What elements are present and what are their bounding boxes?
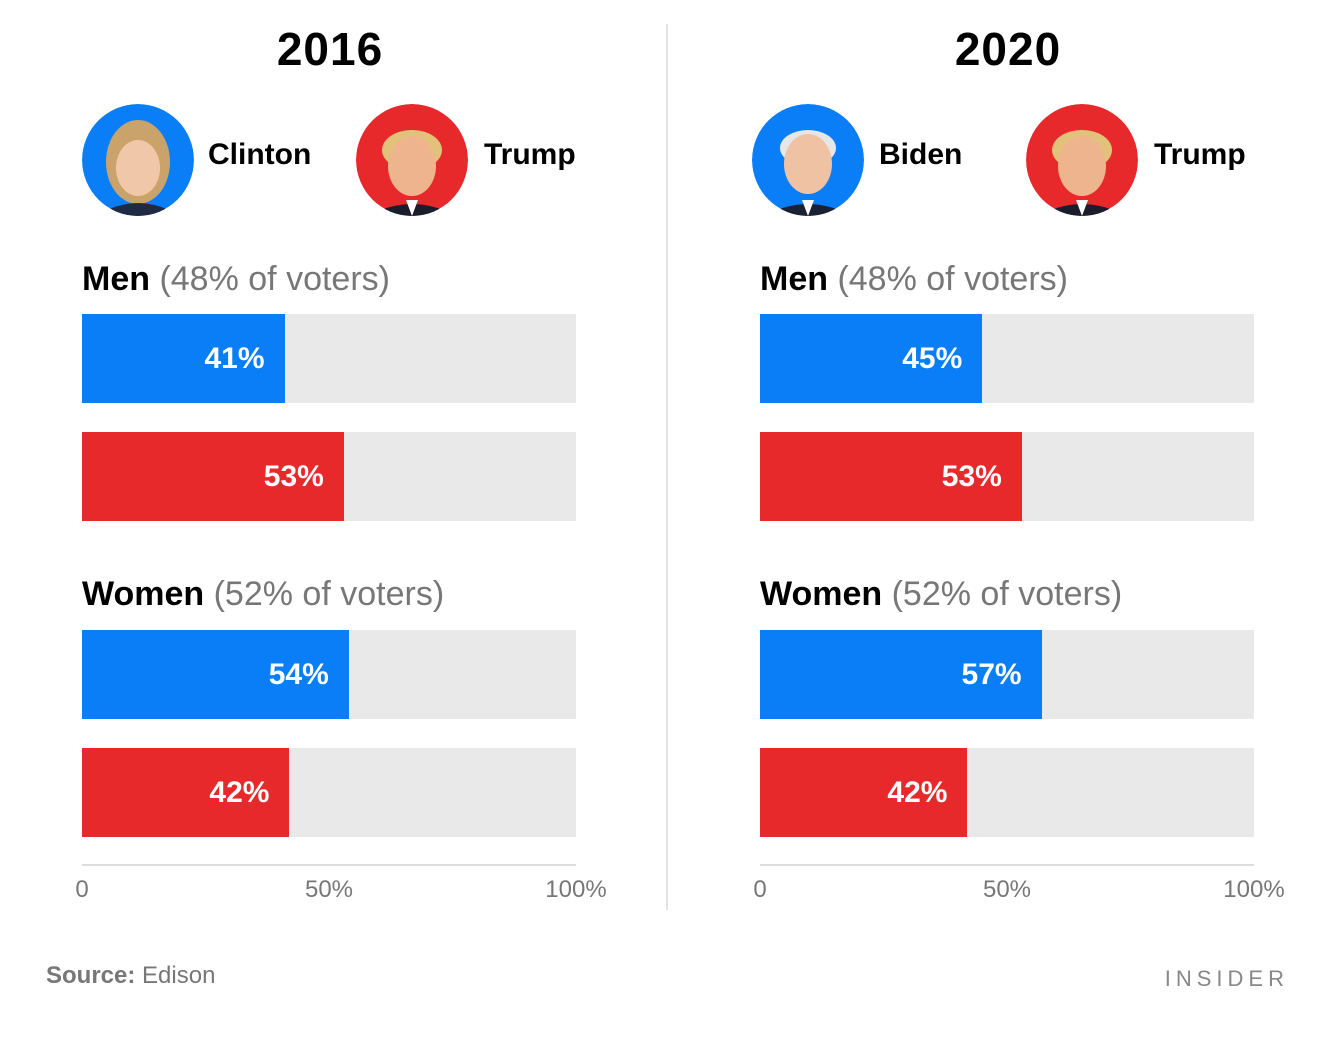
bar-label: 54% [268,658,329,691]
x-tick-label: 50% [982,876,1032,903]
group-name: Women [760,575,883,613]
bar-label: 42% [209,776,270,809]
trump-portrait-icon [356,104,468,216]
bar-label: 53% [941,460,1002,493]
group-name: Men [760,260,828,298]
x-axis-line [82,864,576,866]
group-label-men: Men (48% of voters) [82,260,390,299]
bar-track: 42% [82,748,576,837]
candidate-avatar-rep [356,104,468,216]
bar-women-clinton [82,630,349,719]
group-share: (48% of voters) [159,260,390,298]
bar-track: 53% [760,432,1254,521]
brand-logo: INSIDER [1164,966,1289,991]
clinton-portrait-icon [82,104,194,216]
source-label: Source: [46,962,136,989]
chart-2020: 2020 Biden Trump Men (48% of voters) 45%… [678,0,1285,940]
candidate-name-dem: Biden [879,138,963,171]
candidate-avatar-dem [82,104,194,216]
biden-portrait-icon [752,104,864,216]
chart-title: 2016 [276,23,384,75]
group-share: (52% of voters) [891,575,1123,613]
x-tick-label: 0 [75,876,89,903]
x-tick-label: 100% [545,876,607,903]
candidate-avatar-rep [1026,104,1138,216]
bar-men-clinton [82,314,285,403]
candidate-avatar-dem [752,104,864,216]
x-tick-label: 50% [304,876,354,903]
bar-label: 41% [204,342,265,375]
source-value: Edison [142,962,216,989]
group-name: Men [82,260,150,298]
chart-2016: 2016 Clinton Trump Men (48% of voters) 4… [0,0,606,940]
x-tick-label: 0 [753,876,767,903]
bar-track: 42% [760,748,1254,837]
bar-men-biden [760,314,983,403]
bar-women-trump [82,748,290,837]
x-tick-label: 100% [1223,876,1285,903]
bar-track: 53% [82,432,576,521]
group-share: (52% of voters) [213,575,445,613]
bar-label: 42% [887,776,948,809]
group-label-women: Women (52% of voters) [82,575,444,614]
group-name: Women [82,575,205,613]
bar-label: 45% [902,342,963,375]
bar-track: 57% [760,630,1254,719]
bar-men-trump [760,432,1022,521]
x-axis-line [760,864,1254,866]
chart-title: 2020 [954,23,1062,75]
bar-label: 57% [961,658,1022,691]
bar-women-trump [760,748,968,837]
bar-track: 45% [760,314,1254,403]
candidate-name-rep: Trump [1154,138,1246,171]
bar-label: 53% [263,460,324,493]
candidate-name-rep: Trump [484,138,576,171]
panel-divider [666,24,668,910]
candidate-name-dem: Clinton [208,138,312,171]
group-label-men: Men (48% of voters) [760,260,1068,299]
bar-track: 54% [82,630,576,719]
bar-men-trump [82,432,344,521]
source-note: Source: Edison [46,962,215,990]
group-label-women: Women (52% of voters) [760,575,1122,614]
bar-women-biden [760,630,1042,719]
trump-portrait-icon [1026,104,1138,216]
bar-track: 41% [82,314,576,403]
group-share: (48% of voters) [837,260,1068,298]
